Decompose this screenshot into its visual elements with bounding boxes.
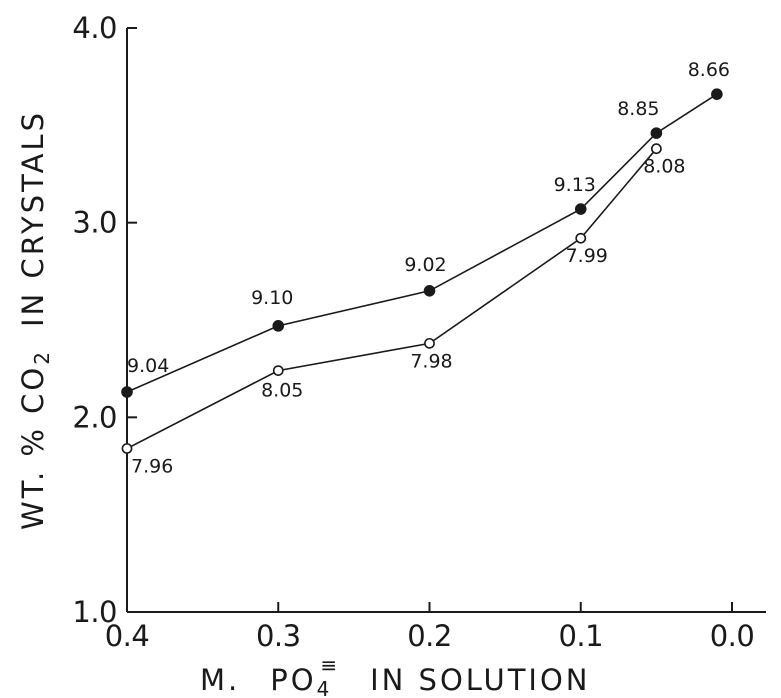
data-point-label: 7.98: [410, 350, 452, 372]
data-point-label: 9.02: [404, 254, 446, 276]
open-point-marker: [575, 232, 587, 244]
y-tick-label: 2.0: [72, 400, 117, 434]
series-line-1: [126, 93, 718, 393]
filled-point-marker: [272, 320, 285, 332]
axis-tick-labels: 0.4 0.3 0.2 0.1 0.0 1.0 2.0 3.0 4.0: [72, 11, 754, 653]
y-tick-label: 1.0: [72, 595, 117, 629]
data-point-label: 8.85: [617, 98, 659, 120]
chart-axes: [126, 28, 766, 613]
data-point-labels: 9.04 9.10 9.02 9.13 8.85 8.66 7.96 8.05 7.98 7.99…: [127, 59, 730, 477]
open-point-marker: [424, 337, 435, 349]
filled-point-marker: [423, 284, 436, 297]
open-point-marker: [650, 143, 662, 155]
x-tick-label: 0.4: [105, 619, 150, 653]
x-tick-label: 0.3: [256, 619, 301, 653]
y-tick-label: 4.0: [72, 11, 117, 45]
data-point-label: 9.13: [554, 174, 596, 196]
data-point-label: 7.99: [566, 245, 608, 267]
x-tick-label: 0.1: [558, 619, 603, 653]
y-tick-label: 3.0: [72, 206, 117, 240]
data-point-label: 8.66: [688, 59, 730, 81]
open-point-marker: [272, 365, 284, 377]
filled-point-marker: [711, 88, 723, 100]
x-axis-title: M. PO4≡ IN SOLUTION: [200, 653, 591, 698]
data-point-label: 9.04: [127, 355, 169, 377]
x-tick-label: 0.2: [407, 619, 452, 653]
y-axis-title: WT. % CO2IN CRYSTALS: [16, 110, 54, 530]
filled-point-marker: [574, 203, 587, 215]
x-tick-label: 0.0: [710, 619, 755, 653]
open-point-marker: [121, 443, 133, 454]
data-point-label: 8.08: [643, 156, 685, 178]
filled-point-marker: [650, 127, 663, 139]
data-point-label: 9.10: [251, 287, 293, 309]
data-series: [121, 88, 723, 454]
data-point-label: 7.96: [131, 455, 173, 477]
filled-point-marker: [121, 386, 133, 398]
data-point-label: 8.05: [261, 380, 303, 402]
axis-ticks: [126, 27, 733, 613]
